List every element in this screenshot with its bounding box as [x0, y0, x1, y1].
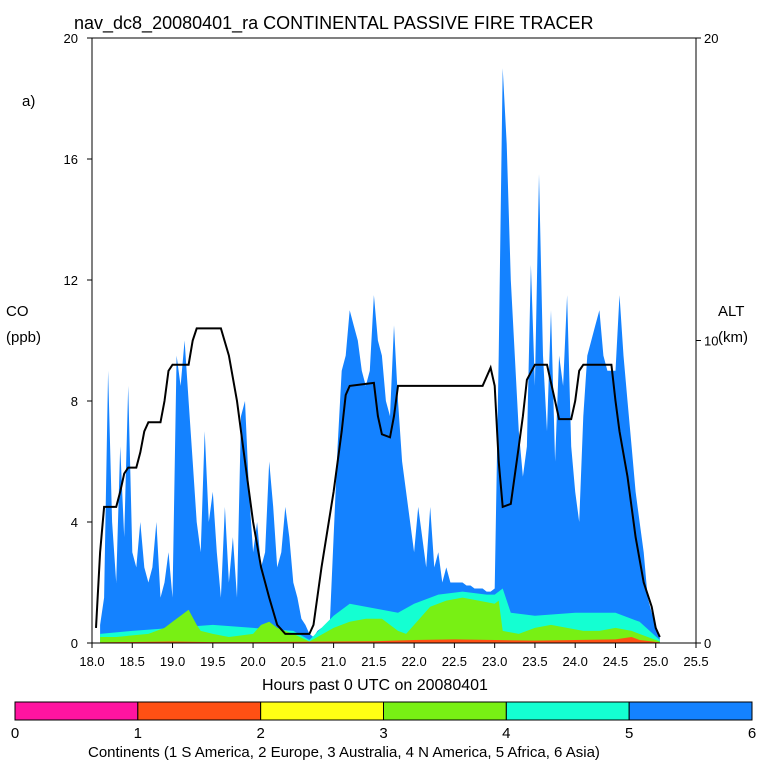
y-axis-unit-left: (ppb)	[6, 329, 41, 346]
y-tick-label-right: 0	[704, 636, 711, 651]
x-axis-ticks: 18.0 18.5 19.0 19.5 20.0 20.5 21.0 21.5 22.0 22.5…	[79, 643, 709, 669]
colorbar-swatch	[260, 701, 384, 721]
x-axis-label: Hours past 0 UTC on 20080401	[262, 677, 488, 694]
x-tick-label: 23.5	[522, 654, 547, 669]
x-tick-label: 23.0	[482, 654, 507, 669]
x-tick-label: 18.0	[79, 654, 104, 669]
x-tick-label: 20.0	[240, 654, 265, 669]
x-tick-label: 24.0	[563, 654, 588, 669]
colorbar-ticks: 0 1 2 3 4 5 6	[11, 725, 756, 742]
y-tick-label-left: 8	[71, 394, 78, 409]
plot-area	[91, 37, 697, 644]
colorbar-swatch	[628, 701, 753, 721]
area-africa	[100, 588, 660, 643]
colorbar-tick-label: 2	[256, 725, 264, 742]
colorbar-swatch	[14, 701, 139, 721]
colorbar-label: Continents (1 S America, 2 Europe, 3 Aus…	[88, 744, 600, 761]
x-tick-label: 21.0	[321, 654, 346, 669]
x-tick-label: 24.5	[603, 654, 628, 669]
y-tick-label-left: 16	[64, 152, 78, 167]
colorbar-tick-label: 0	[11, 725, 19, 742]
colorbar-swatch	[505, 701, 630, 721]
y-tick-label-left: 0	[71, 636, 78, 651]
x-tick-label: 19.0	[160, 654, 185, 669]
y-tick-label-right: 20	[704, 31, 718, 46]
y-axis-label-right: ALT	[718, 303, 744, 320]
y-axis-ticks-left: 0 4 8 12 16 20	[64, 31, 92, 651]
area-europe	[100, 637, 660, 643]
chart-title: nav_dc8_20080401_ra CONTINENTAL PASSIVE …	[74, 13, 594, 34]
stacked-area-layers	[100, 68, 660, 644]
x-tick-label: 25.0	[643, 654, 668, 669]
x-tick-label: 18.5	[120, 654, 145, 669]
x-tick-label: 22.0	[401, 654, 426, 669]
y-axis-unit-right: (km)	[718, 329, 748, 346]
colorbar-tick-label: 3	[379, 725, 387, 742]
y-axis-label-left: CO	[6, 303, 29, 320]
colorbar-tick-label: 4	[502, 725, 510, 742]
y-axis-ticks-right: 0 10 20	[696, 31, 718, 651]
colorbar-swatch	[137, 701, 262, 721]
x-tick-label: 19.5	[200, 654, 225, 669]
x-tick-label: 21.5	[361, 654, 386, 669]
colorbar-swatch	[383, 701, 507, 721]
x-tick-label: 25.5	[683, 654, 708, 669]
y-tick-label-left: 4	[71, 515, 78, 530]
y-tick-label-right: 10	[704, 334, 718, 349]
y-tick-label-left: 12	[64, 273, 78, 288]
area-asia	[100, 68, 660, 644]
colorbar-tick-label: 6	[748, 725, 756, 742]
y-tick-label-left: 20	[64, 31, 78, 46]
x-tick-label: 20.5	[281, 654, 306, 669]
colorbar-tick-label: 5	[625, 725, 633, 742]
x-tick-label: 22.5	[442, 654, 467, 669]
colorbar-tick-label: 1	[134, 725, 142, 742]
altitude-line	[95, 327, 661, 638]
continent-colorbar	[14, 701, 753, 721]
area-n-america	[100, 597, 660, 643]
panel-label: a)	[22, 93, 35, 110]
